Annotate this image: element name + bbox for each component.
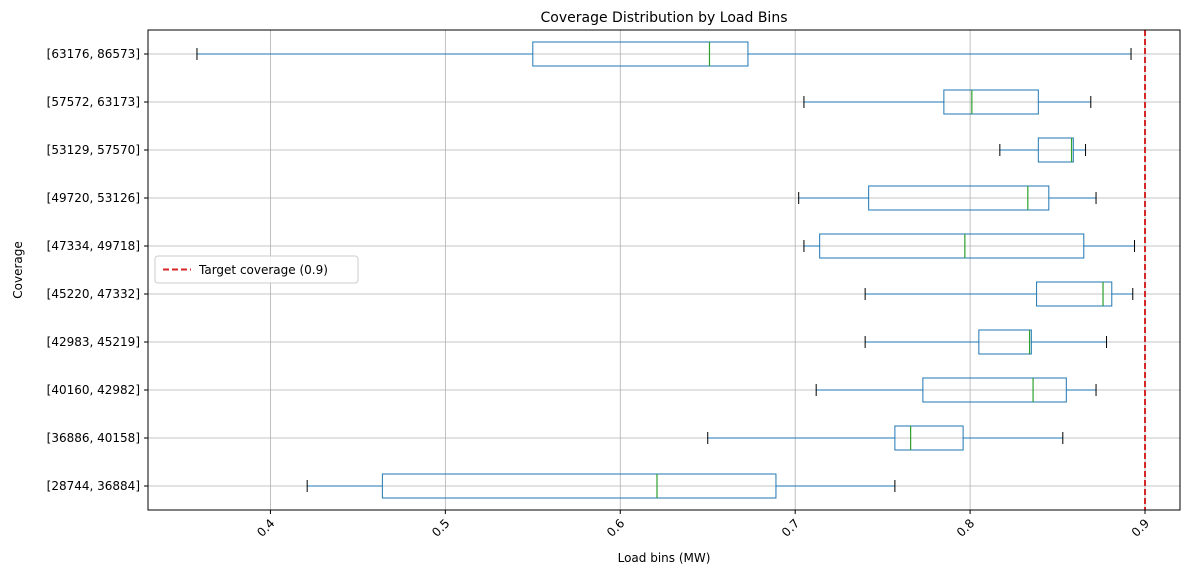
x-tick-label: 0.6	[604, 516, 627, 539]
y-tick-label: [63176, 86573]	[47, 47, 140, 61]
y-tick-label: [49720, 53126]	[47, 191, 140, 205]
y-tick-label: [45220, 47332]	[47, 287, 140, 301]
chart-title: Coverage Distribution by Load Bins	[541, 10, 788, 26]
y-tick-label: [47334, 49718]	[47, 239, 140, 253]
x-tick-label: 0.5	[429, 516, 452, 539]
y-tick-label: [53129, 57570]	[47, 143, 140, 157]
box-iqr	[978, 329, 1032, 355]
box-iqr	[894, 425, 964, 451]
legend-entry-target-coverage: Target coverage (0.9)	[198, 263, 328, 277]
legend: Target coverage (0.9)	[154, 255, 359, 284]
box-iqr	[819, 233, 1085, 259]
box-group	[999, 137, 1087, 163]
box-group	[815, 377, 1097, 403]
box-group	[803, 89, 1092, 115]
legend-box	[154, 255, 359, 284]
y-tick-label: [42983, 45219]	[47, 335, 140, 349]
box-iqr	[943, 89, 1039, 115]
box-iqr	[922, 377, 1067, 403]
box-iqr	[1036, 281, 1113, 307]
box-group	[707, 425, 1064, 451]
box-iqr	[1037, 137, 1074, 163]
box-iqr	[381, 473, 777, 499]
y-tick-label: [57572, 63173]	[47, 95, 140, 109]
x-tick-label: 0.8	[954, 516, 977, 539]
box-group	[798, 185, 1097, 211]
axis-layer: 0.4 0.5 0.6 0.7 0.8 0.9 [28744, 36884] [36886, …	[47, 47, 1152, 540]
box-iqr	[868, 185, 1050, 211]
x-axis-label: Load bins (MW)	[618, 551, 711, 565]
x-tick-label: 0.4	[254, 516, 277, 539]
box-group	[864, 281, 1134, 307]
y-tick-label: [28744, 36884]	[47, 479, 140, 493]
y-tick-label: [36886, 40158]	[47, 431, 140, 445]
box-group	[864, 329, 1108, 355]
x-tick-label: 0.9	[1129, 516, 1152, 539]
box-group	[196, 41, 1132, 67]
y-tick-label: [40160, 42982]	[47, 383, 140, 397]
x-tick-label: 0.7	[779, 516, 802, 539]
box-group	[306, 473, 896, 499]
box-iqr	[532, 41, 749, 67]
boxes-layer	[196, 41, 1136, 499]
plot-frame	[147, 29, 1181, 511]
y-axis-label: Coverage	[11, 241, 25, 299]
box-group	[803, 233, 1136, 259]
